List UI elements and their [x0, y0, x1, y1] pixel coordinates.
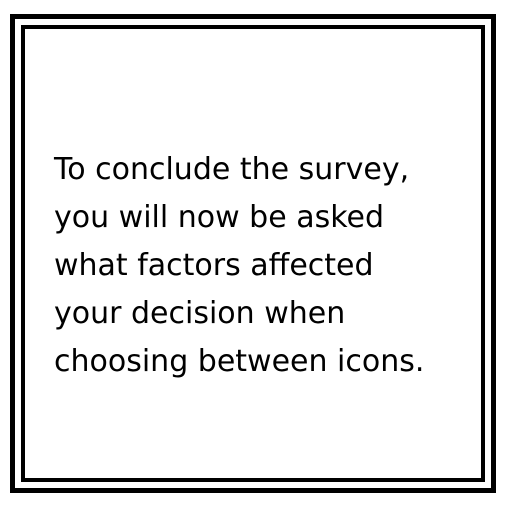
- message-line: To conclude the survey,: [54, 152, 410, 187]
- message-line: choosing between icons.: [54, 344, 425, 379]
- message-line: your decision when: [54, 296, 346, 331]
- survey-conclusion-message: To conclude the survey, you will now be …: [54, 146, 474, 386]
- message-line: what factors affected: [54, 248, 374, 283]
- outer-frame: To conclude the survey, you will now be …: [10, 14, 496, 493]
- message-line: you will now be asked: [54, 200, 385, 235]
- inner-frame: To conclude the survey, you will now be …: [21, 25, 485, 482]
